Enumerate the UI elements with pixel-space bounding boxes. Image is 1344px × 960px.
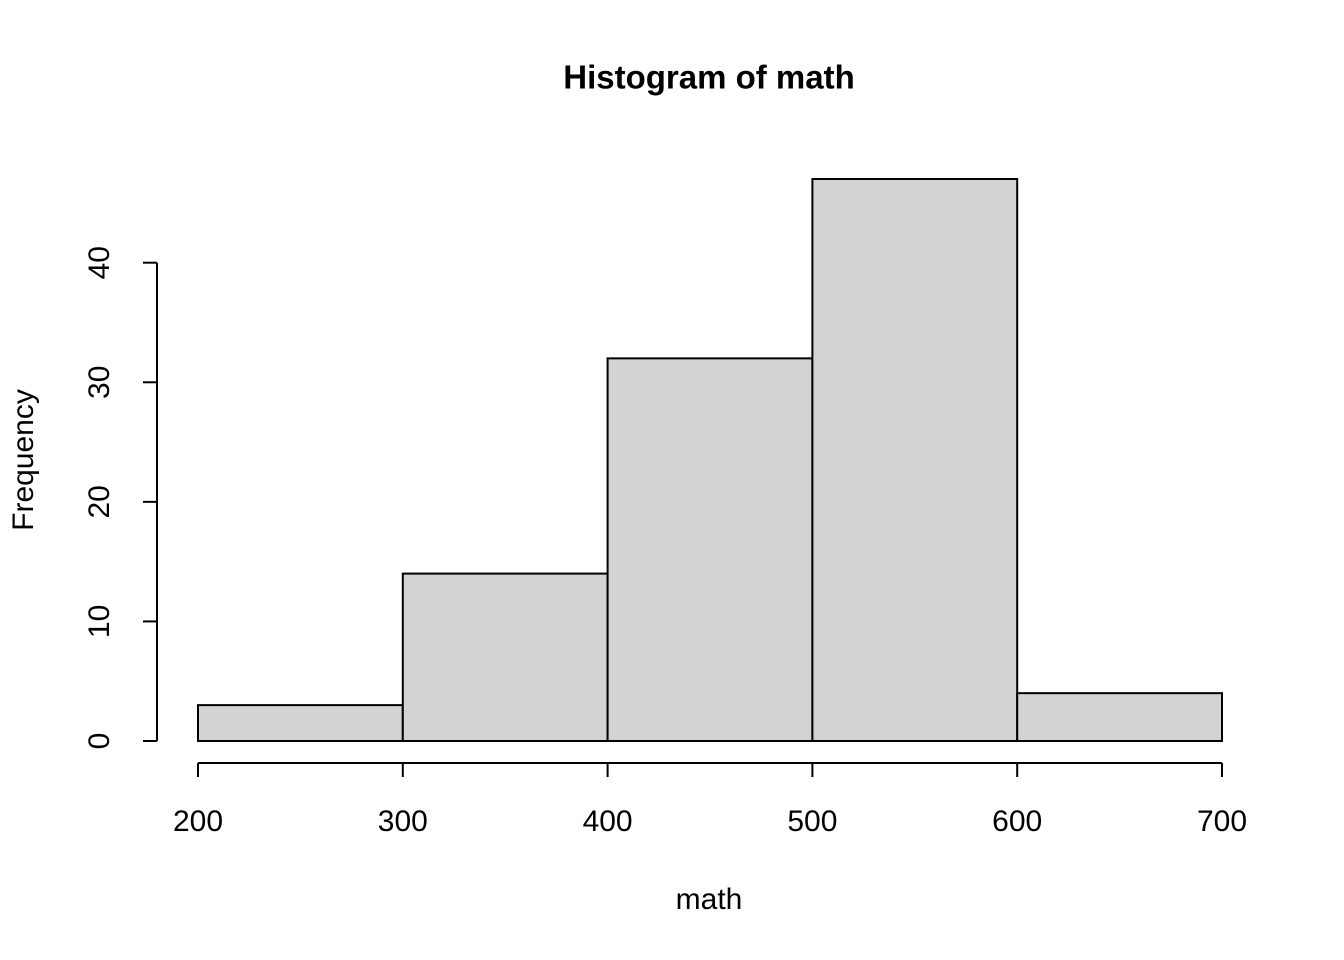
x-tick-label: 400 [583, 805, 633, 838]
y-tick-label: 20 [83, 485, 116, 518]
bar [606, 357, 814, 742]
y-tick-label: 0 [83, 733, 116, 750]
x-tick-label: 200 [173, 805, 223, 838]
x-axis-label: math [676, 883, 743, 916]
y-axis-label: Frequency [7, 389, 40, 531]
chart-title: Histogram of math [563, 59, 855, 96]
bar [197, 704, 404, 743]
bar [401, 572, 609, 743]
x-tick-label: 700 [1197, 805, 1247, 838]
y-tick-label: 10 [83, 605, 116, 638]
y-tick-label: 30 [83, 366, 116, 399]
bar [1016, 692, 1224, 743]
y-tick-label: 40 [83, 246, 116, 279]
x-tick-label: 500 [787, 805, 837, 838]
x-tick-label: 600 [992, 805, 1042, 838]
x-tick-label: 300 [378, 805, 428, 838]
bar [811, 178, 1019, 742]
